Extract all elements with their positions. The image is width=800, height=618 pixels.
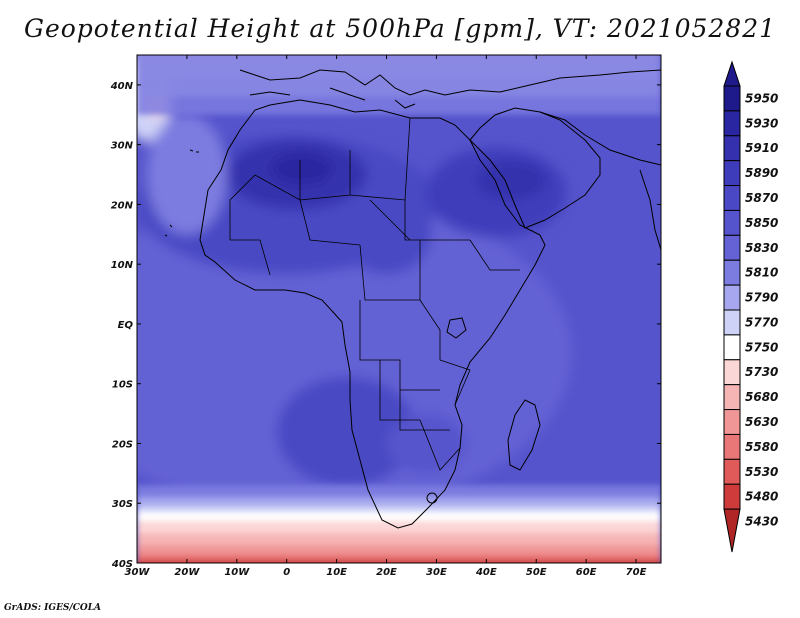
x-tick-label: 70E — [626, 567, 647, 578]
x-tick-label: 10W — [224, 567, 250, 578]
x-tick-label: 0 — [283, 567, 290, 578]
colorbar-swatch — [723, 110, 741, 137]
colorbar-swatch — [723, 234, 741, 261]
field-blob-southatlantic — [276, 376, 417, 487]
europe-coastline-2 — [249, 87, 416, 109]
colorbar-swatch — [723, 458, 741, 485]
y-tick-label: 40S — [111, 559, 133, 570]
colorbar-swatch — [723, 334, 741, 361]
colorbar-label: 5950 — [745, 91, 778, 105]
colorbar-label: 5580 — [745, 440, 778, 454]
colorbar-bottom-arrow — [723, 508, 741, 553]
colorbar-label: 5930 — [745, 116, 778, 130]
europe-coastline — [239, 69, 661, 96]
coastlines — [164, 69, 661, 529]
colorbar-label: 5890 — [745, 166, 778, 180]
colorbar-label: 5480 — [745, 490, 778, 504]
africa-coastline — [199, 99, 546, 529]
canary-islands — [164, 149, 199, 237]
colorbar-label: 5430 — [745, 515, 778, 529]
y-tick-label: 20N — [111, 200, 134, 211]
persian-gulf-coastline — [539, 111, 661, 166]
colorbar-label: 5910 — [745, 141, 778, 155]
y-tick-label: 30N — [111, 141, 134, 152]
map-title: Geopotential Height at 500hPa [gpm], VT:… — [23, 14, 777, 43]
colorbar-swatch — [723, 209, 741, 236]
madagascar-coastline — [507, 399, 541, 471]
x-tick-label: 20W — [174, 567, 200, 578]
x-tick-label: 30W — [125, 567, 151, 578]
colorbar-swatch — [723, 384, 741, 411]
arabia-coastline — [469, 107, 601, 229]
y-tick-label: 10N — [111, 260, 134, 271]
colorbar-label: 5730 — [745, 365, 778, 379]
field-band-south — [137, 554, 661, 563]
colorbar-label: 5870 — [745, 191, 778, 205]
colorbar-swatch — [723, 135, 741, 162]
field-band-north — [137, 55, 661, 115]
lake-victoria — [446, 317, 467, 339]
colorbar-swatch — [723, 160, 741, 187]
colorbar-label: 5810 — [745, 266, 778, 280]
colorbar-label: 5850 — [745, 216, 778, 230]
field-blob-chad — [341, 194, 432, 275]
colorbar-swatch — [723, 185, 741, 211]
x-tick-label: 40E — [475, 567, 497, 578]
colorbar-swatch — [723, 483, 741, 510]
colorbar-swatch — [723, 85, 741, 112]
height-field — [137, 55, 661, 563]
colorbar-swatch — [723, 284, 741, 311]
grads-credit: GrADS: IGES/COLA — [4, 603, 102, 613]
x-tick-label: 60E — [576, 567, 597, 578]
lesotho-outline — [426, 492, 438, 504]
india-coastline — [639, 169, 661, 251]
y-tick-label: 20S — [112, 439, 133, 450]
colorbar: 5950 5930 5910 5890 5870 5850 5830 5810 5790 5770… — [723, 60, 778, 553]
colorbar-label: 5530 — [745, 465, 778, 479]
x-tick-label: 20E — [376, 567, 397, 578]
colorbar-swatch — [723, 259, 741, 286]
y-tick-label: 30S — [112, 499, 133, 510]
axis-ticks: 30W 20W 10W 0 10E 20E 30E 40E 50E 60E 70E 40N 30N 20N… — [110, 55, 661, 578]
colorbar-swatch — [723, 359, 741, 386]
x-tick-label: 10E — [326, 567, 347, 578]
field-blob-arabia-core — [476, 160, 547, 201]
colorbar-label: 5630 — [745, 415, 778, 429]
plot-frame — [136, 54, 662, 564]
colorbar-label: 5770 — [745, 315, 778, 329]
x-tick-label: 50E — [526, 567, 547, 578]
x-tick-label: 30E — [426, 567, 447, 578]
colorbar-swatch — [723, 309, 741, 336]
colorbar-label: 5790 — [745, 291, 778, 305]
colorbar-label: 5680 — [745, 390, 778, 404]
colorbar-label: 5750 — [745, 340, 778, 354]
field-blob-sahara-max — [271, 152, 332, 185]
y-tick-label: EQ — [118, 320, 134, 331]
colorbar-top-arrow — [723, 60, 741, 87]
field-band-south — [137, 560, 661, 563]
field-blob-southern-africa — [386, 413, 467, 474]
colorbar-swatch — [723, 409, 741, 435]
colorbar-label: 5830 — [745, 241, 778, 255]
y-tick-label: 40N — [110, 81, 134, 92]
country-borders — [229, 117, 520, 471]
field-blob-west-atlantic — [146, 114, 227, 235]
y-tick-label: 10S — [112, 380, 133, 391]
colorbar-swatch — [723, 433, 741, 460]
